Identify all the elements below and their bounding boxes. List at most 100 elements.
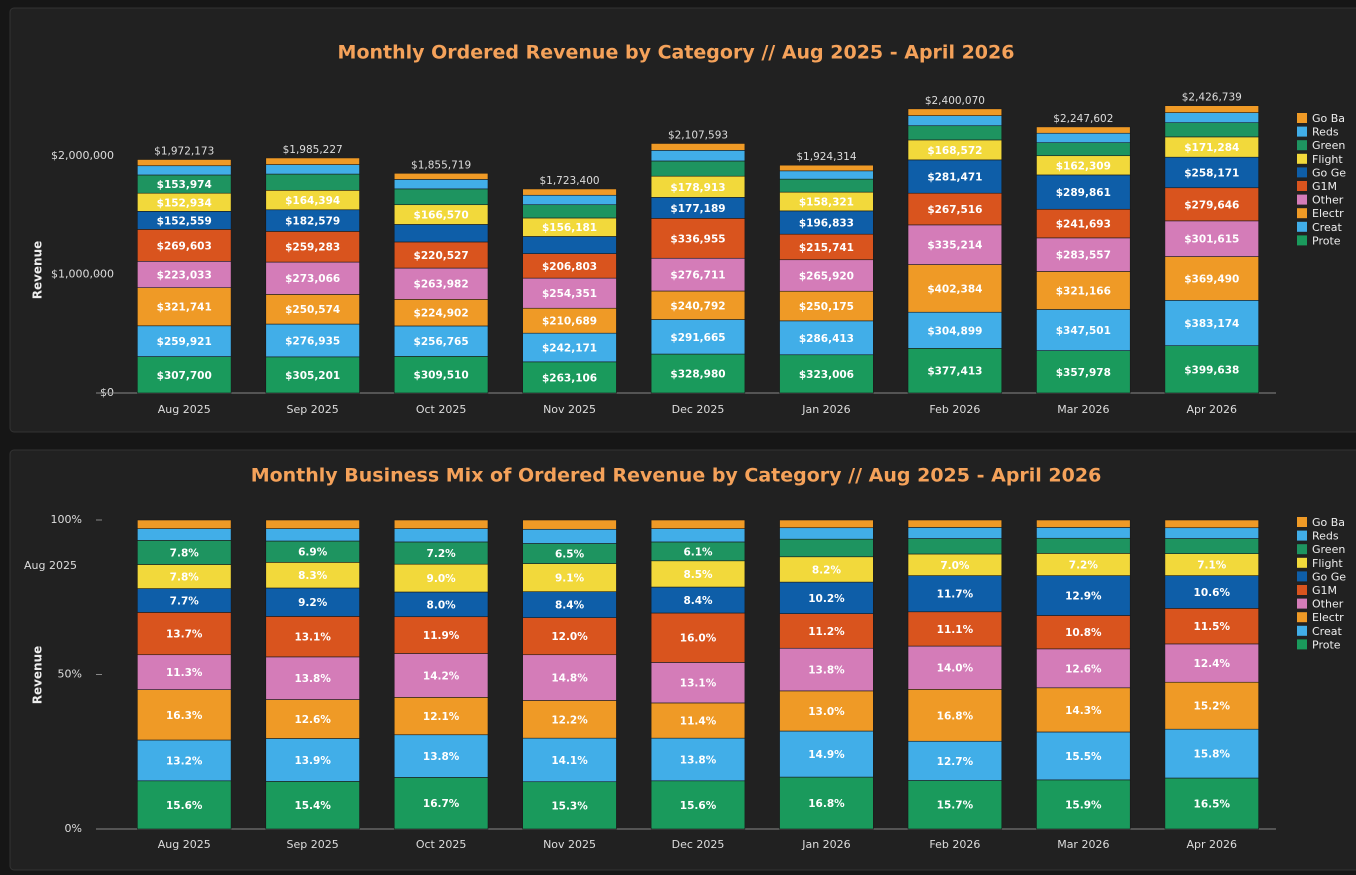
data-label: $265,920: [799, 270, 854, 282]
total-label: $2,426,739: [1182, 92, 1242, 104]
bar-segment: [907, 780, 1003, 830]
data-label: 8.2%: [812, 564, 842, 576]
x-tick-label: Feb 2026: [929, 403, 980, 416]
y-tick-label: $1,000,000: [51, 268, 114, 281]
bar-segment: [779, 581, 874, 614]
bar-segment: [907, 611, 1003, 647]
bar-segment: [779, 690, 874, 732]
legend-swatch: [1297, 208, 1307, 219]
x-tick-label: Aug 2025: [158, 838, 211, 851]
data-label: $402,384: [927, 283, 982, 295]
bar-segment: [393, 519, 489, 529]
legend-swatch: [1297, 625, 1307, 636]
legend-label: Go Ge: [1312, 166, 1346, 179]
bar-segment: [907, 192, 1003, 226]
legend-label: Go Ba: [1312, 516, 1345, 529]
bar-segment: [137, 612, 232, 656]
x-tick-label: Nov 2025: [543, 403, 596, 416]
bar-segment: [907, 348, 1003, 394]
x-tick-label: Oct 2025: [416, 838, 467, 851]
bar-segment: [393, 616, 489, 654]
x-tick-label: Mar 2026: [1057, 403, 1109, 416]
bar-segment: [907, 575, 1003, 613]
legend-label: Creat: [1312, 625, 1342, 638]
data-label: 9.1%: [555, 573, 585, 585]
data-label: 14.2%: [423, 670, 460, 682]
data-label: $241,693: [1056, 219, 1111, 231]
data-label: $224,902: [414, 308, 469, 320]
bar-segment: [779, 170, 874, 180]
bar-segment: [779, 259, 874, 292]
bar-segment: [393, 179, 489, 190]
data-label: 12.2%: [551, 714, 588, 726]
legend-label: Green: [1312, 139, 1345, 152]
data-label: 7.0%: [940, 560, 970, 572]
data-label: $256,765: [414, 336, 469, 348]
bar-segment: [779, 527, 874, 540]
bar-segment: [1164, 156, 1259, 189]
bar-segment: [1164, 256, 1259, 301]
data-label: $321,166: [1056, 285, 1111, 297]
bar-segment: [522, 194, 617, 206]
bar-segment: [1164, 122, 1259, 138]
data-label: $152,934: [157, 197, 212, 209]
bar-segment: [1036, 237, 1131, 272]
data-label: 14.0%: [937, 663, 974, 675]
legend-label: Creat: [1312, 221, 1342, 234]
data-label: 9.2%: [298, 597, 328, 609]
bar-segment: [265, 699, 360, 739]
data-label: $254,351: [542, 288, 597, 300]
y-tick-label: $2,000,000: [51, 149, 114, 162]
legend-swatch: [1297, 639, 1307, 650]
data-label: $321,741: [157, 302, 212, 314]
bar-segment: [265, 519, 360, 529]
legend-swatch: [1297, 167, 1307, 178]
bar-segment: [650, 218, 746, 259]
data-label: 12.6%: [1065, 663, 1102, 675]
legend-label: G1M: [1312, 584, 1337, 597]
bar-segment: [522, 253, 617, 279]
data-label: 13.8%: [680, 754, 717, 766]
bar-segment: [907, 115, 1003, 127]
bar-segment: [522, 737, 617, 783]
y-axis-label: Revenue: [31, 646, 45, 705]
data-label: 12.1%: [423, 711, 460, 723]
bar-segment: [265, 738, 360, 782]
data-label: 13.9%: [294, 755, 331, 767]
total-label: $1,855,719: [411, 159, 471, 171]
bar-segment: [522, 519, 617, 530]
data-label: 11.5%: [1194, 621, 1231, 633]
legend-label: Reds: [1312, 126, 1339, 139]
data-label: 16.0%: [680, 633, 717, 645]
data-label: 7.1%: [1197, 560, 1227, 572]
data-label: $196,833: [799, 218, 854, 230]
bar-segment: [137, 528, 232, 541]
data-label: $273,066: [285, 273, 340, 285]
data-label: $281,471: [927, 172, 982, 184]
bar-segment: [265, 157, 360, 165]
data-label: 13.8%: [294, 673, 331, 685]
legend-swatch: [1297, 221, 1307, 232]
bar-segment: [393, 563, 489, 593]
data-label: 15.4%: [294, 800, 331, 812]
data-label: $357,978: [1056, 367, 1111, 379]
bar-segment: [522, 204, 617, 219]
bar-segment: [1164, 538, 1259, 554]
data-label: $328,980: [670, 369, 725, 381]
legend-swatch: [1297, 530, 1307, 541]
y-tick-label: 0%: [65, 822, 82, 835]
bar-segment: [522, 332, 617, 363]
legend-label: Flight: [1312, 153, 1343, 166]
data-label: $283,557: [1056, 250, 1111, 262]
bar-segment: [1164, 105, 1259, 113]
data-label: 16.8%: [808, 798, 845, 810]
bar-segment: [393, 172, 489, 180]
data-label: 15.9%: [1065, 799, 1102, 811]
data-label: $164,394: [285, 195, 340, 207]
data-label: $276,935: [285, 335, 340, 347]
bar-segment: [393, 653, 489, 698]
data-label: $258,171: [1184, 167, 1239, 179]
data-label: 12.4%: [1194, 658, 1231, 670]
legend-swatch: [1297, 598, 1307, 609]
data-label: $215,741: [799, 242, 854, 254]
